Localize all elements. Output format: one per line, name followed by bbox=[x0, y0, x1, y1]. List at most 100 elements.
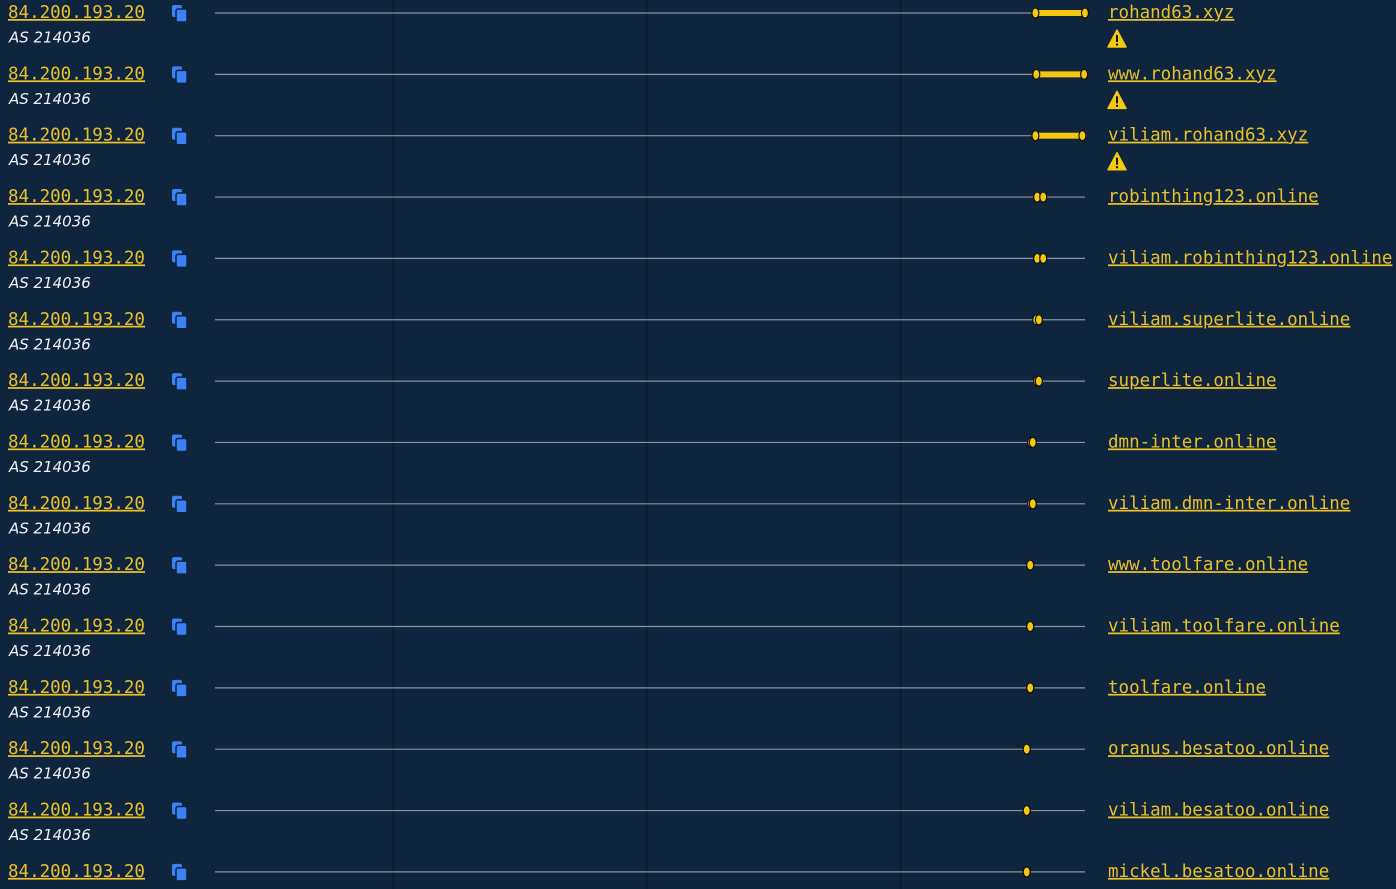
copy-icon-front bbox=[175, 744, 188, 759]
activity-bar bbox=[1035, 10, 1085, 16]
copy-icon-front bbox=[175, 8, 188, 23]
asn-label: AS 214036 bbox=[8, 581, 91, 599]
copy-button[interactable] bbox=[172, 618, 188, 637]
activity-bar bbox=[1035, 132, 1083, 139]
domain-link[interactable]: viliam.superlite.online bbox=[1108, 310, 1350, 330]
copy-button[interactable] bbox=[172, 741, 188, 759]
asn-label: AS 214036 bbox=[8, 29, 91, 47]
ip-link[interactable]: 84.200.193.20 bbox=[8, 862, 145, 882]
copy-icon-front bbox=[175, 867, 188, 882]
first-seen-marker bbox=[1031, 130, 1040, 142]
last-seen-marker bbox=[1034, 375, 1043, 387]
copy-icon-front bbox=[175, 315, 188, 330]
warning-stem bbox=[1116, 96, 1118, 104]
ip-link[interactable]: 84.200.193.20 bbox=[8, 494, 145, 514]
domain-link[interactable]: www.toolfare.online bbox=[1108, 555, 1308, 575]
last-seen-marker bbox=[1080, 7, 1090, 19]
warning-dot bbox=[1116, 104, 1118, 107]
asn-label: AS 214036 bbox=[8, 703, 91, 721]
warning-dot bbox=[1116, 43, 1118, 46]
domain-link[interactable]: dmn-inter.online bbox=[1108, 432, 1277, 452]
ip-link[interactable]: 84.200.193.20 bbox=[8, 371, 145, 391]
copy-button[interactable] bbox=[172, 679, 188, 698]
last-seen-marker bbox=[1028, 436, 1037, 449]
domain-link[interactable]: rohand63.xyz bbox=[1108, 3, 1234, 23]
copy-icon-front bbox=[175, 253, 188, 269]
domain-link[interactable]: toolfare.online bbox=[1108, 678, 1266, 698]
copy-button[interactable] bbox=[172, 434, 188, 453]
domain-link[interactable]: viliam.robinthing123.online bbox=[1108, 248, 1392, 268]
copy-button[interactable] bbox=[172, 802, 188, 821]
copy-button[interactable] bbox=[172, 557, 188, 575]
last-seen-marker bbox=[1022, 743, 1031, 755]
copy-icon-front bbox=[175, 499, 188, 514]
asn-label: AS 214036 bbox=[8, 90, 91, 108]
ip-link[interactable]: 84.200.193.20 bbox=[8, 555, 145, 575]
asn-label: AS 214036 bbox=[8, 335, 91, 353]
ip-link[interactable]: 84.200.193.20 bbox=[8, 310, 145, 330]
copy-icon-front bbox=[175, 192, 188, 207]
asn-label: AS 214036 bbox=[8, 213, 91, 231]
copy-icon-front bbox=[175, 130, 188, 146]
ip-link[interactable]: 84.200.193.20 bbox=[8, 3, 145, 23]
warning-stem bbox=[1116, 157, 1118, 165]
copy-button[interactable] bbox=[172, 127, 188, 146]
ip-link[interactable]: 84.200.193.20 bbox=[8, 739, 145, 759]
copy-button[interactable] bbox=[172, 863, 188, 882]
copy-button[interactable] bbox=[172, 66, 188, 85]
last-seen-marker bbox=[1026, 682, 1035, 694]
copy-icon-front bbox=[175, 560, 188, 575]
domain-link[interactable]: robinthing123.online bbox=[1108, 187, 1319, 207]
domain-link[interactable]: viliam.rohand63.xyz bbox=[1108, 126, 1308, 146]
ip-link[interactable]: 84.200.193.20 bbox=[8, 678, 145, 698]
last-seen-marker bbox=[1034, 314, 1043, 326]
copy-button[interactable] bbox=[172, 373, 188, 391]
last-seen-marker bbox=[1078, 130, 1087, 142]
activity-bar bbox=[1036, 71, 1085, 78]
asn-label: AS 214036 bbox=[8, 826, 91, 844]
ip-link[interactable]: 84.200.193.20 bbox=[8, 801, 145, 821]
ip-link[interactable]: 84.200.193.20 bbox=[8, 248, 145, 268]
domain-link[interactable]: viliam.dmn-inter.online bbox=[1108, 494, 1350, 514]
domain-link[interactable]: superlite.online bbox=[1108, 371, 1277, 391]
asn-label: AS 214036 bbox=[8, 274, 91, 292]
last-seen-marker bbox=[1026, 559, 1035, 571]
warning-dot bbox=[1116, 166, 1118, 169]
copy-button[interactable] bbox=[172, 5, 188, 23]
domain-link[interactable]: www.rohand63.xyz bbox=[1108, 64, 1277, 84]
asn-label: AS 214036 bbox=[8, 151, 91, 169]
first-seen-marker bbox=[1032, 68, 1041, 80]
warning-icon bbox=[1107, 90, 1127, 110]
ip-link[interactable]: 84.200.193.20 bbox=[8, 617, 145, 637]
domain-link[interactable]: viliam.besatoo.online bbox=[1108, 801, 1329, 821]
warning-icon bbox=[1107, 151, 1127, 171]
last-seen-marker bbox=[1022, 866, 1031, 878]
asn-label: AS 214036 bbox=[8, 458, 91, 476]
first-seen-marker bbox=[1031, 7, 1040, 19]
last-seen-marker bbox=[1028, 498, 1037, 510]
copy-button[interactable] bbox=[172, 189, 188, 207]
asn-label: AS 214036 bbox=[8, 397, 91, 415]
domain-link[interactable]: viliam.toolfare.online bbox=[1108, 617, 1340, 637]
asn-label: AS 214036 bbox=[8, 519, 91, 537]
last-seen-marker bbox=[1026, 620, 1035, 633]
domain-link[interactable]: oranus.besatoo.online bbox=[1108, 739, 1329, 759]
ip-link[interactable]: 84.200.193.20 bbox=[8, 187, 145, 207]
ip-link[interactable]: 84.200.193.20 bbox=[8, 64, 145, 84]
warning-icon bbox=[1107, 29, 1127, 48]
ip-link[interactable]: 84.200.193.20 bbox=[8, 432, 145, 452]
copy-button[interactable] bbox=[172, 495, 188, 514]
last-seen-marker bbox=[1039, 252, 1048, 264]
copy-icon-front bbox=[175, 683, 188, 698]
asn-label: AS 214036 bbox=[8, 642, 91, 660]
domain-link[interactable]: mickel.besatoo.online bbox=[1108, 862, 1329, 882]
copy-button[interactable] bbox=[172, 311, 188, 330]
ip-link[interactable]: 84.200.193.20 bbox=[8, 126, 145, 146]
copy-icon-front bbox=[175, 621, 188, 637]
copy-icon-front bbox=[175, 69, 188, 85]
copy-icon-front bbox=[175, 376, 188, 391]
last-seen-marker bbox=[1039, 191, 1048, 203]
copy-button[interactable] bbox=[172, 250, 188, 269]
